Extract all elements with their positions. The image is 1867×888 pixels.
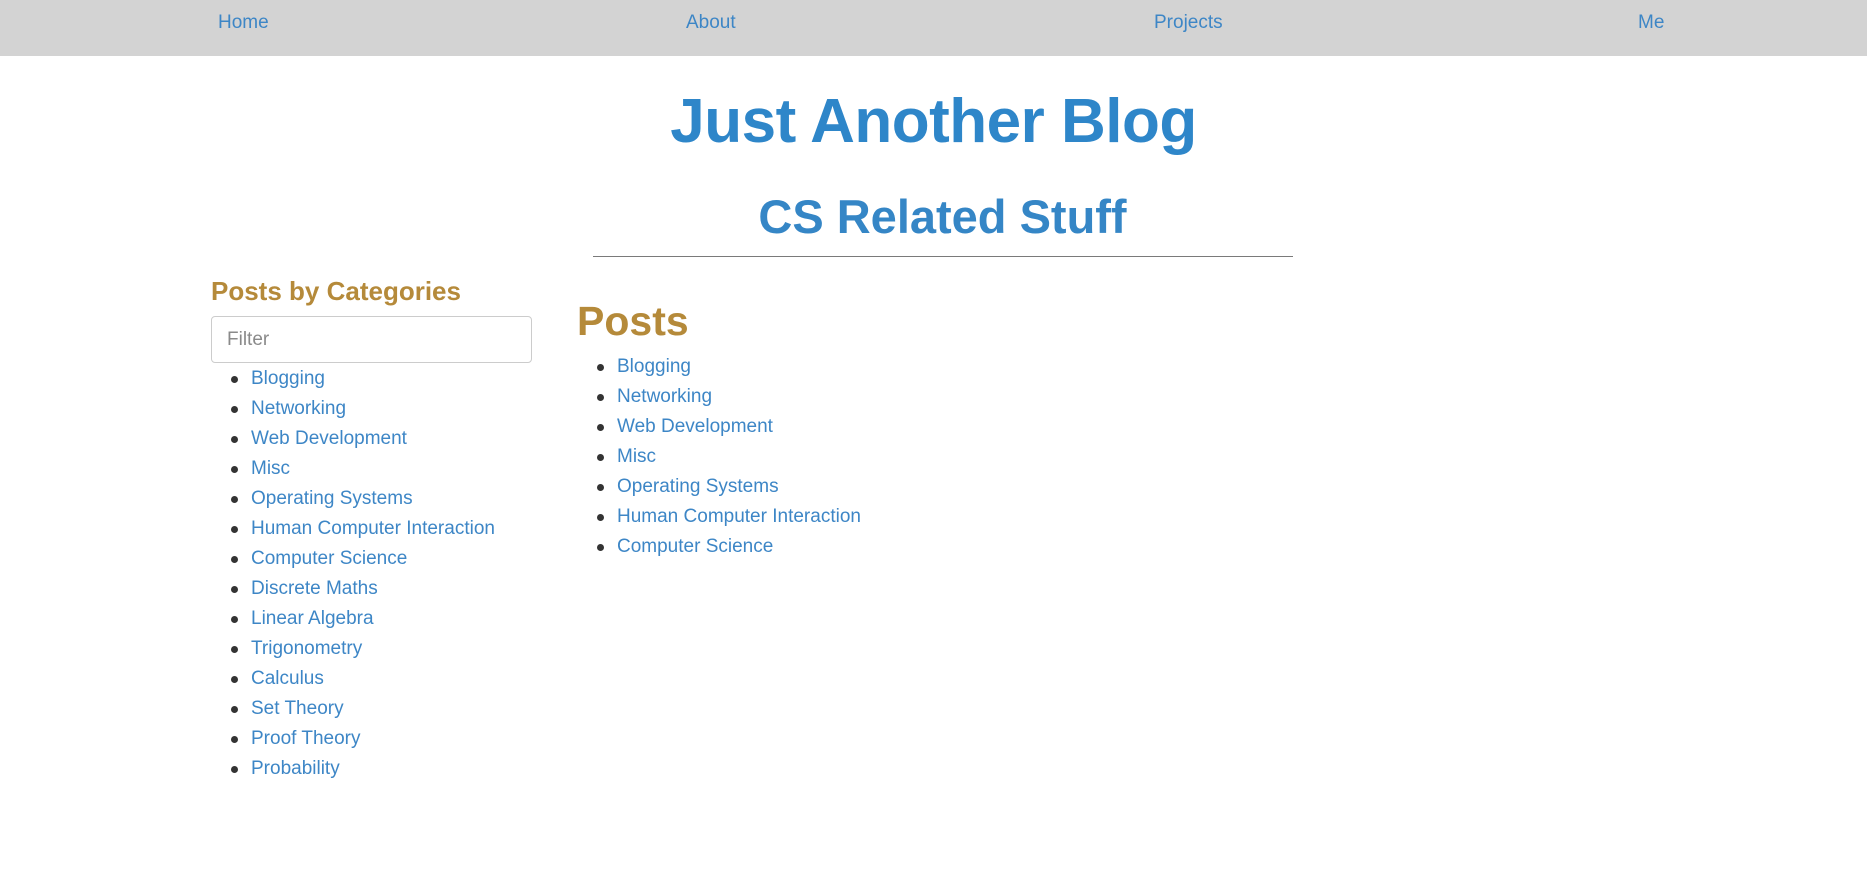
sidebar-category-item-calculus: Calculus bbox=[231, 664, 495, 694]
sidebar-category-item-probability: Probability bbox=[231, 754, 495, 784]
post-item-blogging: Blogging bbox=[597, 352, 861, 382]
bullet-icon bbox=[231, 406, 238, 413]
sidebar-category-link-linear-algebra[interactable]: Linear Algebra bbox=[251, 608, 374, 629]
post-link-blogging[interactable]: Blogging bbox=[617, 356, 691, 377]
post-item-computer-science: Computer Science bbox=[597, 532, 861, 562]
nav-link-projects[interactable]: Projects bbox=[1154, 12, 1223, 33]
post-link-networking[interactable]: Networking bbox=[617, 386, 713, 407]
post-item-networking: Networking bbox=[597, 382, 861, 412]
nav-link-me[interactable]: Me bbox=[1638, 12, 1665, 33]
sidebar-category-item-misc: Misc bbox=[231, 454, 495, 484]
sidebar-category-link-misc[interactable]: Misc bbox=[251, 458, 291, 479]
sidebar-category-link-proof-theory[interactable]: Proof Theory bbox=[251, 728, 361, 749]
sidebar-category-item-trigonometry: Trigonometry bbox=[231, 634, 495, 664]
post-link-human-computer-interaction[interactable]: Human Computer Interaction bbox=[617, 506, 861, 527]
sidebar-category-item-linear-algebra: Linear Algebra bbox=[231, 604, 495, 634]
sidebar-category-link-web-development[interactable]: Web Development bbox=[251, 428, 407, 449]
bullet-icon bbox=[231, 736, 238, 743]
bullet-icon bbox=[231, 646, 238, 653]
sidebar-category-link-human-computer-interaction[interactable]: Human Computer Interaction bbox=[251, 518, 495, 539]
bullet-icon bbox=[231, 466, 238, 473]
bullet-icon bbox=[597, 484, 604, 491]
sidebar-category-item-blogging: Blogging bbox=[231, 364, 495, 394]
sidebar-category-link-computer-science[interactable]: Computer Science bbox=[251, 548, 408, 569]
bullet-icon bbox=[597, 424, 604, 431]
bullet-icon bbox=[231, 616, 238, 623]
bullet-icon bbox=[597, 514, 604, 521]
filter-input[interactable] bbox=[211, 316, 532, 363]
sidebar-category-item-web-development: Web Development bbox=[231, 424, 495, 454]
bullet-icon bbox=[231, 766, 238, 773]
sidebar-category-list: Blogging Networking Web Development Misc Ope… bbox=[231, 364, 495, 784]
post-link-web-development[interactable]: Web Development bbox=[617, 416, 773, 437]
post-item-human-computer-interaction: Human Computer Interaction bbox=[597, 502, 861, 532]
posts-heading: Posts bbox=[577, 298, 689, 344]
post-item-misc: Misc bbox=[597, 442, 861, 472]
sidebar-category-item-set-theory: Set Theory bbox=[231, 694, 495, 724]
bullet-icon bbox=[231, 586, 238, 593]
post-link-computer-science[interactable]: Computer Science bbox=[617, 536, 774, 557]
sidebar-category-link-calculus[interactable]: Calculus bbox=[251, 668, 324, 689]
site-subtitle: CS Related Stuff bbox=[758, 190, 1127, 243]
bullet-icon bbox=[231, 376, 238, 383]
sidebar-category-link-set-theory[interactable]: Set Theory bbox=[251, 698, 344, 719]
nav-link-home[interactable]: Home bbox=[218, 12, 269, 33]
bullet-icon bbox=[231, 526, 238, 533]
sidebar-category-link-blogging[interactable]: Blogging bbox=[251, 368, 325, 389]
site-title: Just Another Blog bbox=[670, 87, 1197, 156]
bullet-icon bbox=[231, 676, 238, 683]
post-item-operating-systems: Operating Systems bbox=[597, 472, 861, 502]
posts-list: Blogging Networking Web Development Misc Ope… bbox=[597, 352, 861, 562]
sidebar-category-item-proof-theory: Proof Theory bbox=[231, 724, 495, 754]
sidebar-category-link-networking[interactable]: Networking bbox=[251, 398, 347, 419]
sidebar-category-link-probability[interactable]: Probability bbox=[251, 758, 340, 779]
bullet-icon bbox=[597, 394, 604, 401]
sidebar-category-item-computer-science: Computer Science bbox=[231, 544, 495, 574]
bullet-icon bbox=[597, 544, 604, 551]
nav-link-about[interactable]: About bbox=[686, 12, 736, 33]
sidebar-category-item-human-computer-interaction: Human Computer Interaction bbox=[231, 514, 495, 544]
sidebar-category-link-trigonometry[interactable]: Trigonometry bbox=[251, 638, 363, 659]
sidebar-category-link-operating-systems[interactable]: Operating Systems bbox=[251, 488, 413, 509]
sidebar-category-item-operating-systems: Operating Systems bbox=[231, 484, 495, 514]
bullet-icon bbox=[231, 706, 238, 713]
sidebar-heading: Posts by Categories bbox=[211, 276, 461, 306]
bullet-icon bbox=[597, 454, 604, 461]
bullet-icon bbox=[597, 364, 604, 371]
header-divider bbox=[593, 256, 1293, 257]
post-item-web-development: Web Development bbox=[597, 412, 861, 442]
post-link-misc[interactable]: Misc bbox=[617, 446, 657, 467]
post-link-operating-systems[interactable]: Operating Systems bbox=[617, 476, 779, 497]
bullet-icon bbox=[231, 436, 238, 443]
top-navbar: Home About Projects Me bbox=[0, 0, 1867, 56]
sidebar-category-item-discrete-maths: Discrete Maths bbox=[231, 574, 495, 604]
bullet-icon bbox=[231, 556, 238, 563]
bullet-icon bbox=[231, 496, 238, 503]
sidebar-category-link-discrete-maths[interactable]: Discrete Maths bbox=[251, 578, 378, 599]
sidebar-category-item-networking: Networking bbox=[231, 394, 495, 424]
